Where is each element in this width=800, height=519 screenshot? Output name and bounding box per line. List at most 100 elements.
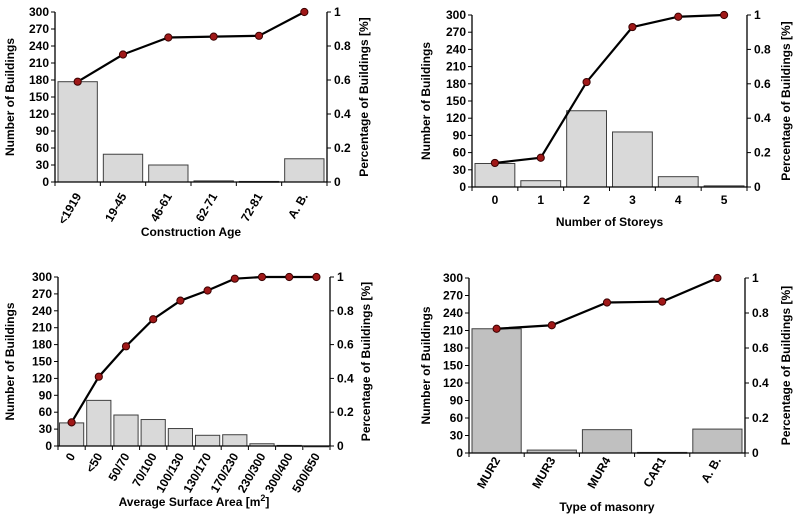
chart-panel-4: 0 30 60 90 120 150 180 210 240 270 300 0 0.2 0.4 0.6 0.…: [419, 271, 793, 514]
y-tick-label: 120: [32, 371, 52, 385]
y-tick-label: 210: [29, 56, 49, 70]
bar: [612, 131, 653, 188]
y2-tick-label: 0.2: [752, 411, 769, 425]
bar: [222, 434, 248, 447]
cumulative-point: [230, 274, 239, 283]
x-tick-label: A. B.: [285, 191, 311, 222]
y-tick-label: 300: [32, 270, 52, 284]
cumulative-point: [490, 158, 500, 168]
x-tick-label: 4: [675, 193, 682, 207]
cumulative-line: [494, 13, 725, 165]
y2-tick-label: 0.6: [334, 73, 351, 87]
y-tick-label: 300: [446, 8, 466, 22]
bar: [471, 328, 522, 454]
cumulative-point: [176, 296, 185, 305]
y2-tick-label: 1: [337, 270, 344, 284]
y-tick-label: 90: [453, 128, 467, 142]
y-tick-label: 270: [29, 22, 49, 36]
x-tick-label: 2: [583, 193, 590, 207]
y-axis-title: Number of Buildings: [419, 42, 433, 160]
x-tick-label: CAR1: [640, 454, 669, 490]
bar: [167, 428, 194, 447]
chart-panel-3: 030609012015018021024027030000.20.40.60.…: [3, 270, 373, 509]
y-tick-label: 300: [443, 271, 463, 285]
y2-tick-label: 0.6: [754, 77, 771, 91]
y-tick-label: 90: [36, 124, 50, 138]
y-tick-label: 0: [456, 446, 463, 460]
cumulative-point: [300, 7, 309, 17]
y-tick-label: 240: [443, 306, 463, 320]
chart-panel-2: 030609012015018021024027030000.20.40.60.…: [419, 8, 793, 229]
y2-tick-label: 0.8: [752, 306, 769, 320]
y2-tick-label: 0.4: [337, 371, 354, 385]
cumulative-point: [67, 418, 76, 427]
x-axis-title-end: ]: [265, 495, 269, 509]
y-tick-label: 120: [29, 107, 49, 121]
y-axis-title: Number of Buildings: [419, 306, 433, 424]
y-tick-label: 30: [453, 163, 467, 177]
x-tick-label: A. B.: [698, 455, 724, 486]
y2-tick-label: 0: [754, 180, 761, 194]
y2-tick-label: 0: [752, 446, 759, 460]
bar: [148, 164, 189, 183]
cumulative-point: [164, 33, 173, 42]
cumulative-point: [149, 315, 158, 324]
y2-tick-label: 0: [334, 175, 341, 189]
y-tick-label: 30: [39, 422, 53, 436]
y-tick-label: 210: [443, 324, 463, 338]
y-tick-label: 60: [453, 146, 467, 160]
y-tick-label: 180: [29, 73, 49, 87]
x-tick-label: 1: [537, 193, 544, 207]
y-tick-label: 180: [32, 338, 52, 352]
x-tick-label: MUR3: [529, 454, 558, 491]
y2-tick-label: 0.2: [754, 146, 771, 160]
y-tick-label: 270: [32, 287, 52, 301]
y2-axis-title: Percentage of Buildings [%]: [779, 286, 793, 445]
y-tick-label: 0: [45, 439, 52, 453]
y-tick-label: 0: [42, 175, 49, 189]
y-tick-label: 210: [446, 60, 466, 74]
x-axis-title: Construction Age: [141, 225, 242, 239]
cumulative-point: [628, 22, 637, 32]
y-tick-label: 150: [443, 359, 463, 373]
cumulative-point: [257, 272, 267, 282]
x-tick-label: 5: [721, 193, 728, 207]
bar: [657, 176, 699, 188]
y2-tick-label: 0.2: [337, 405, 354, 419]
x-tick-label: MUR2: [474, 454, 503, 491]
cumulative-point: [254, 31, 264, 40]
y-tick-label: 210: [32, 321, 52, 335]
bar: [520, 180, 562, 188]
y-tick-label: 30: [36, 158, 50, 172]
cumulative-point: [285, 272, 294, 282]
y-tick-label: 150: [29, 90, 49, 104]
y-tick-label: 180: [443, 341, 463, 355]
y-tick-label: 60: [450, 411, 464, 425]
bar: [581, 429, 633, 454]
y2-tick-label: 0: [337, 439, 344, 453]
y2-tick-label: 0.6: [337, 338, 354, 352]
y-tick-label: 300: [29, 5, 49, 19]
x-tick-label: 0: [63, 450, 79, 463]
bar: [692, 428, 743, 454]
x-tick-label: 62-71: [193, 190, 221, 224]
y-tick-label: 150: [446, 94, 466, 108]
bar: [113, 414, 139, 447]
x-tick-label: <1919: [55, 190, 84, 226]
y2-axis-title: Percentage of Buildings [%]: [357, 17, 371, 176]
y2-tick-label: 0.4: [752, 376, 769, 390]
y-tick-label: 60: [39, 405, 53, 419]
chart-panel-1: 0 30 60 90 120 150 180 210 240 270 300 0 0.2 0.4 0.6 0.…: [3, 5, 371, 239]
y-tick-label: 120: [446, 111, 466, 125]
y2-tick-label: 0.8: [337, 304, 354, 318]
y2-tick-label: 1: [334, 5, 341, 19]
y2-axis-title: Percentage of Buildings [%]: [779, 21, 793, 180]
cumulative-point: [602, 298, 612, 307]
y2-tick-label: 0.8: [334, 39, 351, 53]
x-tick-label: 46-61: [147, 190, 175, 224]
cumulative-point: [658, 297, 667, 306]
cumulative-point: [73, 77, 82, 86]
y2-axis-title: Percentage of Buildings [%]: [359, 282, 373, 441]
cumulative-line: [77, 11, 305, 83]
